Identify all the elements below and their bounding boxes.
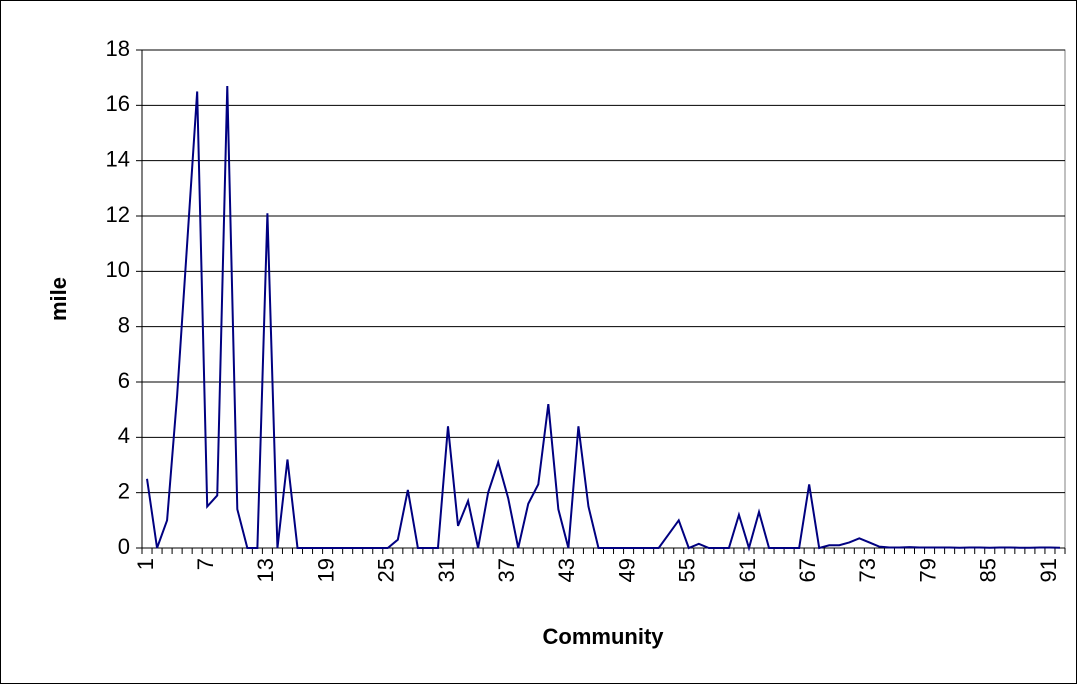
y-tick-label: 8 [118, 312, 130, 337]
x-tick-label: 67 [795, 558, 820, 582]
x-tick-label: 25 [374, 558, 399, 582]
plot-area [141, 49, 1066, 549]
x-tick-label: 85 [976, 558, 1001, 582]
x-tick-label: 31 [434, 558, 459, 582]
y-tick-label: 14 [106, 146, 130, 171]
x-tick-label: 73 [855, 558, 880, 582]
x-tick-label: 7 [193, 558, 218, 570]
data-line [146, 85, 1061, 552]
x-tick-label: 91 [1036, 558, 1061, 582]
x-tick-label: 1 [133, 558, 158, 570]
y-tick-label: 18 [106, 36, 130, 61]
y-tick-label: 6 [118, 368, 130, 393]
x-tick-label: 49 [614, 558, 639, 582]
y-tick-label: 0 [118, 534, 130, 559]
x-tick-label: 37 [494, 558, 519, 582]
x-tick-label: 79 [915, 558, 940, 582]
y-tick-label: 16 [106, 91, 130, 116]
x-tick-label: 61 [735, 558, 760, 582]
x-tick-label: 43 [554, 558, 579, 582]
x-tick-label: 13 [253, 558, 278, 582]
x-axis-title: Community [543, 624, 665, 649]
x-tick-label: 55 [675, 558, 700, 582]
y-axis-title: mile [46, 277, 71, 321]
y-tick-label: 10 [106, 257, 130, 282]
x-tick-label: 19 [313, 558, 338, 582]
y-tick-label: 4 [118, 423, 130, 448]
y-tick-label: 2 [118, 478, 130, 503]
y-tick-label: 12 [106, 202, 130, 227]
